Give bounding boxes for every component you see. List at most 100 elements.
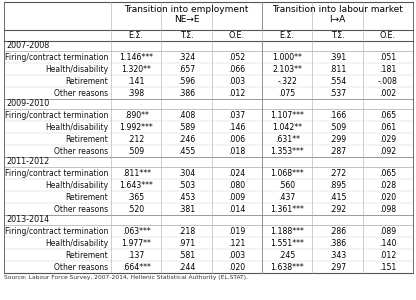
Text: .002: .002 [379, 88, 396, 98]
Text: .121: .121 [228, 238, 245, 247]
Text: .020: .020 [379, 193, 396, 202]
Text: .386: .386 [329, 238, 346, 247]
Text: Transition into labour market: Transition into labour market [272, 5, 403, 14]
Text: 1.638***: 1.638*** [270, 262, 304, 272]
Text: .453: .453 [178, 193, 195, 202]
Text: 1.551***: 1.551*** [270, 238, 304, 247]
Text: .811: .811 [329, 64, 346, 74]
Text: .554: .554 [329, 76, 346, 85]
Text: .299: .299 [329, 134, 346, 143]
Text: 1.146***: 1.146*** [119, 52, 153, 62]
Text: .664***: .664*** [122, 262, 151, 272]
Text: .560: .560 [279, 181, 296, 190]
Text: 2013-2014: 2013-2014 [6, 215, 49, 224]
Text: .066: .066 [228, 64, 245, 74]
Text: .365: .365 [128, 193, 145, 202]
Text: .137: .137 [128, 250, 145, 260]
Text: Health/disability: Health/disability [45, 64, 108, 74]
Text: .024: .024 [228, 169, 245, 178]
Text: .052: .052 [228, 52, 245, 62]
Text: .391: .391 [329, 52, 346, 62]
Text: .003: .003 [228, 250, 245, 260]
Text: .286: .286 [329, 226, 346, 236]
Text: .009: .009 [228, 193, 245, 202]
Text: Source: Labour Force Survey, 2007-2014, Hellenic Statistical Authority (EL.STAT): Source: Labour Force Survey, 2007-2014, … [4, 275, 248, 280]
Text: .631**: .631** [275, 134, 300, 143]
Text: Other reasons: Other reasons [54, 262, 108, 272]
Text: Health/disability: Health/disability [45, 181, 108, 190]
Text: Firing/contract termination: Firing/contract termination [5, 226, 108, 236]
Text: .218: .218 [178, 226, 195, 236]
Text: .080: .080 [228, 181, 245, 190]
Text: Retirement: Retirement [65, 250, 108, 260]
Text: .012: .012 [379, 250, 396, 260]
Text: .811***: .811*** [121, 169, 151, 178]
Text: .509: .509 [329, 122, 346, 131]
Text: .012: .012 [228, 88, 245, 98]
Text: 2011-2012: 2011-2012 [6, 158, 49, 166]
Text: .075: .075 [279, 88, 296, 98]
Text: .297: .297 [329, 262, 346, 272]
Text: Firing/contract termination: Firing/contract termination [5, 52, 108, 62]
Text: .581: .581 [178, 250, 195, 260]
Text: .003: .003 [228, 76, 245, 85]
Text: .092: .092 [379, 146, 396, 155]
Text: .051: .051 [379, 52, 396, 62]
Text: .166: .166 [329, 110, 346, 119]
Text: 2.103**: 2.103** [272, 64, 302, 74]
Text: Firing/contract termination: Firing/contract termination [5, 110, 108, 119]
Text: .006: .006 [228, 134, 245, 143]
Text: .381: .381 [178, 205, 195, 214]
Text: .537: .537 [329, 88, 346, 98]
Text: .520: .520 [128, 205, 145, 214]
Text: .246: .246 [178, 134, 195, 143]
Text: .292: .292 [329, 205, 346, 214]
Text: 1.643***: 1.643*** [119, 181, 153, 190]
Text: .408: .408 [178, 110, 195, 119]
Text: .063***: .063*** [122, 226, 151, 236]
Text: .146: .146 [228, 122, 245, 131]
Text: .212: .212 [128, 134, 145, 143]
Text: 2009-2010: 2009-2010 [6, 100, 49, 109]
Text: .503: .503 [178, 181, 195, 190]
Text: T.Σ.: T.Σ. [180, 31, 193, 40]
Text: Transition into employment: Transition into employment [124, 5, 249, 14]
Text: Other reasons: Other reasons [54, 205, 108, 214]
Text: O.E.: O.E. [380, 31, 396, 40]
Text: Retirement: Retirement [65, 76, 108, 85]
Text: Retirement: Retirement [65, 193, 108, 202]
Text: .037: .037 [228, 110, 245, 119]
Text: .065: .065 [379, 110, 396, 119]
Text: .061: .061 [379, 122, 396, 131]
Text: .304: .304 [178, 169, 195, 178]
Text: 1.353***: 1.353*** [270, 146, 304, 155]
Text: .895: .895 [329, 181, 346, 190]
Text: 1.977**: 1.977** [121, 238, 151, 247]
Text: 1.361***: 1.361*** [270, 205, 304, 214]
Text: .890**: .890** [124, 110, 149, 119]
Text: .019: .019 [228, 226, 245, 236]
Text: Other reasons: Other reasons [54, 146, 108, 155]
Text: E.Σ.: E.Σ. [280, 31, 295, 40]
Text: .386: .386 [178, 88, 195, 98]
Text: .065: .065 [379, 169, 396, 178]
Text: .971: .971 [178, 238, 195, 247]
Text: .343: .343 [329, 250, 346, 260]
Text: 2007-2008: 2007-2008 [6, 41, 49, 50]
Text: Firing/contract termination: Firing/contract termination [5, 169, 108, 178]
Text: .657: .657 [178, 64, 195, 74]
Text: -.322: -.322 [277, 76, 297, 85]
Text: I→A: I→A [329, 15, 346, 24]
Text: .181: .181 [379, 64, 396, 74]
Text: 1.068***: 1.068*** [270, 169, 304, 178]
Text: .245: .245 [279, 250, 296, 260]
Text: .151: .151 [379, 262, 396, 272]
Text: .272: .272 [329, 169, 346, 178]
Text: .589: .589 [178, 122, 195, 131]
Text: .596: .596 [178, 76, 195, 85]
Text: .028: .028 [379, 181, 396, 190]
Text: .141: .141 [127, 76, 145, 85]
Text: .018: .018 [228, 146, 245, 155]
Text: .287: .287 [329, 146, 346, 155]
Text: O.E.: O.E. [229, 31, 245, 40]
